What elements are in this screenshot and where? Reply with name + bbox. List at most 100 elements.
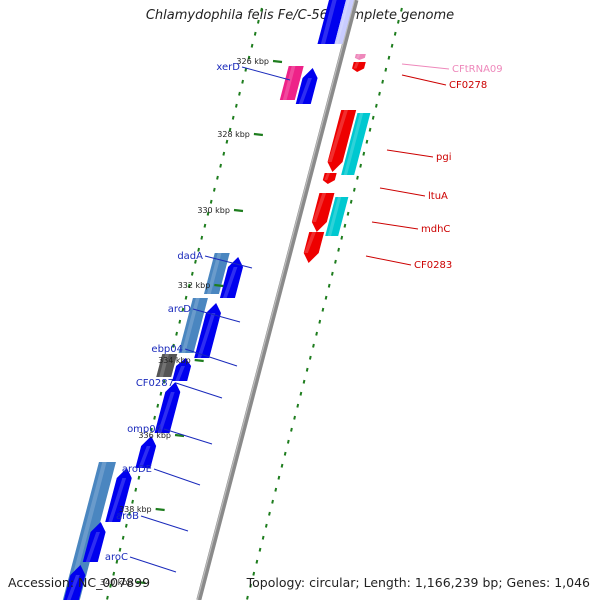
cds-CF0283 (303, 232, 325, 263)
cds-pgi-red-sheen (327, 110, 348, 162)
cds-omp04-sheen (138, 446, 151, 468)
cds-aroDE-body (105, 468, 132, 522)
ring-dot-inner (178, 319, 182, 324)
cds-arcD-sheen (197, 313, 216, 358)
ring-dot-inner (115, 559, 119, 564)
ring-dot-outer (356, 175, 359, 180)
ring-dot-inner (121, 535, 125, 540)
ring-dot-outer (312, 343, 315, 348)
cds-mdhC-cyan-body (325, 197, 349, 236)
gene-label-text: omp04 (127, 424, 162, 435)
gene-label-pgi: pgi (386, 149, 451, 163)
ring-dot-outer (393, 31, 397, 36)
ring-dot-outer (268, 511, 271, 516)
ring-dot-inner (231, 115, 235, 120)
ring-dot-inner (256, 19, 260, 24)
cds-aroC (63, 565, 86, 600)
ring-dot-outer (258, 547, 262, 552)
cds-CF0287 (154, 382, 181, 433)
ring-dot-outer (337, 247, 340, 252)
cds-arcD-body (194, 303, 221, 358)
ring-dot-inner (106, 595, 109, 600)
cds-aroDE-steel-body (62, 462, 116, 600)
cds-CF0278 (352, 62, 366, 72)
cds-ebp04-sheen (175, 366, 185, 381)
leader-line (241, 66, 291, 81)
ring-dot-outer (378, 91, 381, 96)
gene-label-ltuA: ltuA (379, 187, 448, 202)
tick-mark (194, 358, 204, 363)
leader-line (129, 556, 177, 573)
ring-dot-inner (241, 79, 245, 84)
cds-top-forward-sheen (320, 0, 337, 44)
cds-ltuA (322, 173, 337, 184)
ring-dot-outer (371, 115, 375, 120)
cds-pgi-cyan (341, 113, 371, 175)
map-title: Chlamydophila felis Fe/C-56, complete ge… (145, 8, 455, 23)
cds-top-forward-body (317, 0, 346, 44)
leader-line (153, 468, 201, 486)
tick-mark (155, 507, 165, 512)
ring-dot-inner (212, 187, 216, 192)
ring-dot-outer (290, 427, 293, 432)
tick-mark (214, 283, 224, 288)
ring-dot-inner (118, 547, 122, 552)
gene-label-text: CF0283 (414, 260, 452, 271)
gene-label-xerD: xerD (216, 62, 291, 81)
ring-dot-inner (181, 307, 185, 312)
cds-xerD-body (295, 68, 318, 104)
cds-mdhC-cyan (325, 197, 349, 236)
ring-dot-outer (334, 259, 337, 264)
gene-label-text: ebp04 (151, 344, 183, 355)
gene-label-CF0283: CF0283 (365, 255, 452, 271)
tick-label: 330 kbp (197, 206, 230, 215)
ring-dot-outer (387, 55, 391, 60)
gene-label-CFtRNA09: CFtRNA09 (401, 63, 503, 75)
cds-dadA-steel (203, 253, 230, 294)
tick-mark (136, 580, 146, 585)
ring-dot-outer (343, 223, 347, 228)
ring-dot-inner (137, 475, 141, 480)
trna-CFtRNA09 (354, 54, 366, 60)
ring-dot-outer (261, 535, 265, 540)
cds-arcD-steel-body (178, 298, 208, 353)
ring-dot-outer (315, 331, 318, 336)
cds-aroB-sheen (85, 532, 100, 562)
ring-dot-outer (400, 7, 403, 12)
ring-dot-inner (128, 511, 131, 516)
ring-dot-inner (200, 235, 204, 240)
gene-label-aroC: aroC (105, 552, 177, 573)
cds-CF0283-body (303, 232, 325, 263)
ring-dot-outer (302, 379, 306, 384)
ring-dot-inner (131, 499, 134, 504)
ring-dot-outer (381, 79, 385, 84)
leader-line (379, 187, 426, 197)
ring-dot-outer (327, 283, 331, 288)
ring-dot-inner (124, 523, 128, 528)
gene-label-omp04: omp04 (127, 424, 213, 445)
ring-dot-inner (162, 379, 166, 384)
cds-xerD-sheen (298, 78, 312, 104)
tick-mark (174, 433, 185, 438)
ring-dot-outer (296, 403, 300, 408)
ring-dot-inner (253, 31, 257, 36)
ring-dot-outer (280, 463, 284, 468)
ring-dot-outer (396, 19, 400, 24)
cds-CF0287-sheen (157, 392, 175, 433)
gene-label-text: ltuA (428, 191, 448, 202)
tick-label: 338 kbp (119, 505, 152, 514)
ruler-ticks: 326 kbp 328 kbp 330 kbp 332 kbp 334 kbp 336 k… (100, 57, 283, 587)
gene-label-text: CFtRNA09 (452, 64, 503, 75)
ring-dot-inner (219, 163, 223, 168)
cds-arcD (194, 303, 221, 358)
cds-mdhC-body (311, 193, 335, 232)
cds-top-forward-light-sheen (336, 0, 350, 44)
cds-xerD-pink-body (279, 66, 304, 100)
cds-top-forward-light (334, 0, 354, 44)
trna-CFtRNA09-body (354, 54, 366, 60)
ring-dot-inner (225, 139, 229, 144)
ring-dot-outer (246, 595, 249, 600)
tick-label: 340 kbp (100, 578, 133, 587)
gene-label-aroDE: aroDE (122, 464, 201, 486)
ring-dot-inner (206, 211, 210, 216)
